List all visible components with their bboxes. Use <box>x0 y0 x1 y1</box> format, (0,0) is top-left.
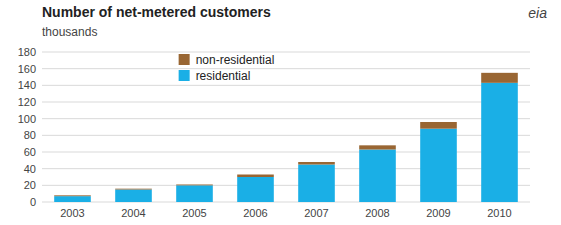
title: Number of net-metered customers <box>42 4 271 20</box>
grid-line <box>42 118 530 119</box>
x-tick-label: 2007 <box>304 207 328 219</box>
legend: non-residential residential <box>179 53 275 83</box>
bar-segment <box>54 195 91 197</box>
x-tick-label: 2006 <box>243 207 267 219</box>
y-tick-label: 60 <box>24 146 36 158</box>
y-tick-label: 20 <box>24 179 36 191</box>
y-tick-label: 120 <box>18 96 36 108</box>
legend-label: non-residential <box>196 53 275 67</box>
y-tick-label: 40 <box>24 163 36 175</box>
bar-segment <box>54 196 91 202</box>
bar-segment <box>298 165 335 203</box>
grid-line <box>42 85 530 86</box>
y-tick-label: 160 <box>18 63 36 75</box>
x-tick-label: 2009 <box>426 207 450 219</box>
bar-segment <box>298 162 335 165</box>
chart: Number of net-metered customers thousands… <box>0 0 561 225</box>
chart-container: Number of net-metered customers thousands… <box>0 0 561 225</box>
legend-label: residential <box>196 69 251 83</box>
bar-segment <box>115 190 152 203</box>
grid-line <box>42 68 530 69</box>
subtitle: thousands <box>42 25 97 39</box>
bar-segment <box>359 150 396 203</box>
bars <box>54 73 518 202</box>
x-tick-label: 2004 <box>121 207 145 219</box>
bar-segment <box>176 185 213 202</box>
bar-segment <box>176 184 213 186</box>
bar-segment <box>359 145 396 149</box>
y-tick-label: 80 <box>24 129 36 141</box>
y-tick-label: 0 <box>30 196 36 208</box>
bar-segment <box>481 73 518 83</box>
bar-segment <box>420 129 457 202</box>
bar-segment <box>237 175 274 178</box>
y-tick-label: 140 <box>18 79 36 91</box>
legend-swatch <box>179 54 190 65</box>
grid <box>42 52 530 202</box>
bar-segment <box>481 83 518 202</box>
grid-line <box>42 102 530 103</box>
bar-segment <box>420 122 457 129</box>
y-tick-label: 100 <box>18 113 36 125</box>
legend-swatch <box>179 70 190 81</box>
bar-segment <box>237 177 274 202</box>
x-tick-label: 2005 <box>182 207 206 219</box>
bar-segment <box>115 188 152 190</box>
grid-line <box>42 52 530 53</box>
x-tick-label: 2003 <box>60 207 84 219</box>
annotation: eia <box>528 5 547 21</box>
x-tick-label: 2008 <box>365 207 389 219</box>
x-tick-label: 2010 <box>487 207 511 219</box>
y-tick-label: 180 <box>18 46 36 58</box>
